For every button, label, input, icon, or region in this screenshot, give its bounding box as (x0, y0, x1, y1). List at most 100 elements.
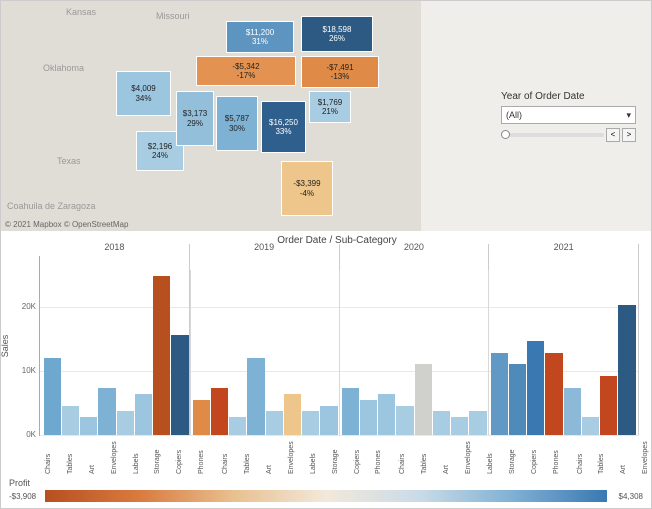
state-tennessee[interactable]: -$5,342-17% (196, 56, 296, 86)
state-value: $16,250 (269, 118, 298, 127)
state-pct: 33% (275, 127, 291, 136)
bar-2019-chairs[interactable] (193, 400, 210, 435)
state-value: $11,200 (246, 28, 274, 37)
dropdown-icon: ▾ (626, 110, 631, 121)
state-southcarolina[interactable]: $1,76921% (309, 91, 351, 123)
y-tick-label: 20K (14, 302, 36, 311)
y-tick-label: 0K (14, 430, 36, 439)
state-arkansas[interactable]: $4,00934% (116, 71, 171, 116)
year-label: 2018 (40, 242, 189, 252)
state-pct: 21% (322, 107, 338, 116)
state-value: -$7,491 (326, 63, 353, 72)
state-northcarolina[interactable]: -$7,491-13% (301, 56, 379, 88)
bar-2018-copiers[interactable] (153, 276, 170, 435)
state-pct: 31% (252, 37, 268, 46)
state-florida[interactable]: -$3,399-4% (281, 161, 333, 216)
state-pct: 29% (187, 119, 203, 128)
state-pct: 24% (152, 151, 168, 160)
state-value: -$5,342 (232, 62, 259, 71)
bar-2021-art[interactable] (527, 341, 544, 435)
year-bars-2020 (340, 270, 489, 435)
state-value: $3,173 (183, 109, 207, 118)
filter-slider[interactable]: < > (501, 128, 636, 142)
bar-2021-chairs[interactable] (491, 353, 508, 436)
state-mississippi[interactable]: $3,17329% (176, 91, 214, 146)
year-bars-2021 (489, 270, 637, 435)
x-year-2021: ChairsTablesArtEnvelopesLabelsStorageCop… (571, 436, 652, 476)
map-region-label: Kansas (66, 7, 96, 17)
year-label: 2019 (190, 242, 339, 252)
bar-2021-phones[interactable] (618, 305, 635, 435)
bar-2020-copiers[interactable] (451, 417, 468, 435)
chart-plot-area: 0K10K20K2018201920202021 (39, 256, 639, 436)
bar-2020-labels[interactable] (415, 364, 432, 435)
x-year-2018: ChairsTablesArtEnvelopesLabelsStorageCop… (39, 436, 216, 476)
state-value: $4,009 (131, 84, 155, 93)
bar-2020-art[interactable] (378, 394, 395, 435)
profit-gradient-bar: -$3,908 $4,308 (9, 490, 643, 502)
state-pct: 30% (229, 124, 245, 133)
filter-title: Year of Order Date (501, 91, 636, 102)
bar-2021-envelopes[interactable] (545, 353, 562, 436)
bar-2018-phones[interactable] (171, 335, 188, 435)
filter-select[interactable]: (All) ▾ (501, 106, 636, 124)
bar-2020-storage[interactable] (433, 411, 450, 435)
profit-min-label: -$3,908 (9, 492, 36, 501)
profit-legend: Profit -$3,908 $4,308 (9, 478, 643, 502)
state-georgia[interactable]: $16,25033% (261, 101, 306, 153)
state-value: $2,196 (148, 142, 172, 151)
bar-2019-art[interactable] (229, 417, 246, 435)
map-region-label: Coahuila de Zaragoza (7, 201, 96, 211)
state-value: -$3,399 (293, 179, 320, 188)
profit-legend-title: Profit (9, 478, 643, 488)
bar-2019-storage[interactable] (284, 394, 301, 435)
y-tick-label: 10K (14, 366, 36, 375)
bar-2018-storage[interactable] (135, 394, 152, 435)
state-virginia[interactable]: $18,59826% (301, 16, 373, 52)
state-value: $1,769 (318, 98, 342, 107)
state-pct: -4% (300, 189, 314, 198)
map-region-label: Oklahoma (43, 63, 84, 73)
state-pct: 26% (329, 34, 345, 43)
x-year-2019: ChairsTablesArtEnvelopesLabelsStorageCop… (216, 436, 393, 476)
bar-2019-phones[interactable] (320, 406, 337, 435)
bar-2020-phones[interactable] (469, 411, 486, 435)
bar-2018-tables[interactable] (62, 406, 79, 435)
bar-2018-chairs[interactable] (44, 358, 61, 435)
y-axis-title: Sales (0, 335, 10, 358)
bar-2019-copiers[interactable] (302, 411, 319, 435)
year-bars-2019 (191, 270, 340, 435)
gridline (40, 435, 639, 436)
year-filter-panel: Year of Order Date (All) ▾ < > (501, 91, 636, 142)
bar-2020-tables[interactable] (360, 400, 377, 435)
map-attribution: © 2021 Mapbox © OpenStreetMap (5, 220, 128, 229)
bar-2021-storage[interactable] (582, 417, 599, 435)
state-pct: 34% (135, 94, 151, 103)
slider-next-button[interactable]: > (622, 128, 636, 142)
bar-2020-envelopes[interactable] (396, 406, 413, 435)
bar-2020-chairs[interactable] (342, 388, 359, 435)
bar-2021-labels[interactable] (564, 388, 581, 435)
x-label: Envelopes (642, 452, 652, 474)
state-pct: -17% (237, 71, 256, 80)
bar-2018-envelopes[interactable] (98, 388, 115, 435)
state-alabama[interactable]: $5,78730% (216, 96, 258, 151)
bar-2018-art[interactable] (80, 417, 97, 435)
slider-thumb[interactable] (501, 130, 510, 139)
bar-2021-copiers[interactable] (600, 376, 617, 435)
year-label: 2020 (340, 242, 489, 252)
bar-2019-labels[interactable] (266, 411, 283, 435)
filter-value: (All) (506, 110, 522, 120)
state-pct: -13% (331, 72, 350, 81)
x-year-2020: ChairsTablesArtEnvelopesLabelsStorageCop… (393, 436, 570, 476)
map-region-label: Missouri (156, 11, 190, 21)
bar-2019-tables[interactable] (211, 388, 228, 435)
slider-prev-button[interactable]: < (606, 128, 620, 142)
bars-row (40, 270, 639, 435)
bar-2018-labels[interactable] (117, 411, 134, 435)
bar-2021-tables[interactable] (509, 364, 526, 435)
slider-track[interactable] (501, 133, 604, 137)
bar-2019-envelopes[interactable] (247, 358, 264, 435)
state-kentucky[interactable]: $11,20031% (226, 21, 294, 53)
map-region-label: Texas (57, 156, 81, 166)
